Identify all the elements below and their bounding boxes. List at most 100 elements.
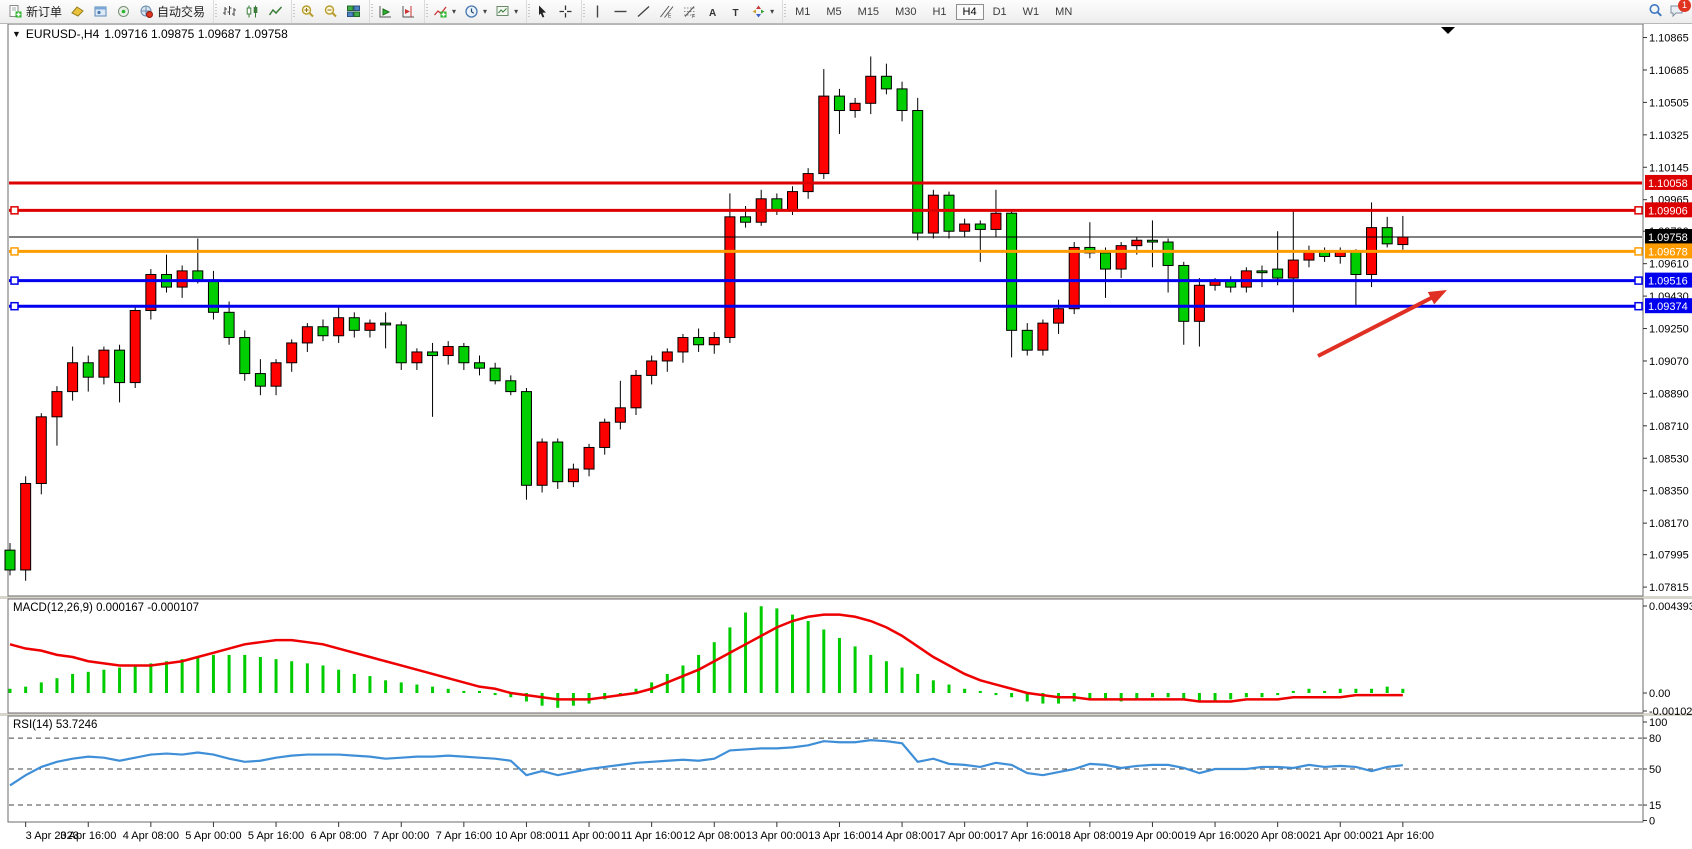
navigator-button[interactable] [112, 2, 135, 21]
periods-icon [464, 4, 479, 19]
timeframe-button-W1[interactable]: W1 [1022, 5, 1040, 18]
crosshair-icon [558, 4, 573, 19]
toolbar: 新订单 自动交易 ▾ ▾ ▾ E F A T ▾ M1 M5 M15 M30 H1 H4 D1 W1 MN 1 [0, 0, 1692, 24]
toolbar-group-2 [291, 0, 369, 23]
svg-text:5 Apr 16:00: 5 Apr 16:00 [248, 830, 304, 842]
timeframe-button-MN[interactable]: MN [1055, 5, 1073, 18]
chart-shift-button[interactable] [397, 2, 420, 21]
toolbar-group-6: E F A T ▾ [581, 0, 782, 23]
trendline-icon [636, 4, 651, 19]
svg-text:1.08170: 1.08170 [1649, 518, 1689, 530]
text-button[interactable]: A [701, 3, 724, 21]
equidistant-channel-icon: E [659, 4, 674, 19]
macd-indicator-label: MACD(12,26,9) 0.000167 -0.000107 [13, 602, 200, 614]
periods-button[interactable]: ▾ [460, 2, 491, 21]
notifications-button[interactable]: 1 [1669, 0, 1691, 21]
text-icon: A [708, 7, 717, 19]
vertical-line-icon [590, 4, 605, 19]
zoom-out-button[interactable] [319, 2, 342, 21]
indicators-button[interactable]: ▾ [429, 2, 460, 21]
timeframe-button-H4[interactable]: H4 [955, 3, 984, 20]
trendline-button[interactable] [632, 2, 655, 21]
svg-text:11 Apr 16:00: 11 Apr 16:00 [621, 830, 683, 842]
chevron-down-icon: ▾ [514, 7, 519, 16]
candles-chart-button[interactable] [241, 2, 264, 21]
chevron-down-icon: ▾ [452, 7, 457, 16]
svg-text:50: 50 [1649, 764, 1661, 776]
svg-text:1.09250: 1.09250 [1649, 324, 1689, 336]
svg-text:18 Apr 08:00: 18 Apr 08:00 [1059, 830, 1121, 842]
templates-button[interactable]: ▾ [491, 2, 522, 21]
autotrading-label: 自动交易 [157, 5, 206, 19]
tile-windows-icon [346, 4, 361, 19]
chart-title: ▼ EURUSD-,H4 1.09716 1.09875 1.09687 1.0… [12, 27, 288, 41]
svg-text:3 Apr 16:00: 3 Apr 16:00 [60, 830, 116, 842]
svg-text:80: 80 [1649, 733, 1661, 745]
chevron-down-icon: ▾ [483, 7, 488, 16]
svg-text:1.09678: 1.09678 [1648, 246, 1688, 258]
auto-scroll-icon [378, 4, 393, 19]
autotrading-icon [139, 4, 154, 19]
horizontal-line-button[interactable] [609, 2, 632, 21]
svg-text:5 Apr 00:00: 5 Apr 00:00 [185, 830, 241, 842]
search-icon[interactable] [1648, 3, 1663, 21]
svg-text:0.00: 0.00 [1649, 688, 1670, 700]
crosshair-button[interactable] [554, 2, 577, 21]
svg-text:20 Apr 08:00: 20 Apr 08:00 [1246, 830, 1308, 842]
bars-chart-button[interactable] [218, 2, 241, 21]
svg-text:1.09374: 1.09374 [1648, 301, 1688, 313]
toolbar-group-0: 新订单 自动交易 [0, 0, 213, 23]
svg-text:1.07815: 1.07815 [1649, 582, 1689, 594]
svg-text:4 Apr 08:00: 4 Apr 08:00 [123, 830, 179, 842]
svg-text:F: F [692, 14, 695, 19]
chart-file-button[interactable] [66, 2, 89, 21]
toolbar-right: 1 [1648, 0, 1692, 21]
line-chart-button[interactable] [264, 2, 287, 21]
profiles-button[interactable] [89, 2, 112, 21]
zoom-in-button[interactable] [296, 2, 319, 21]
svg-text:1.08710: 1.08710 [1649, 421, 1689, 433]
svg-text:21 Apr 00:00: 21 Apr 00:00 [1309, 830, 1371, 842]
toolbar-group-1 [213, 0, 291, 23]
horizontal-line-icon [613, 4, 628, 19]
tile-windows-button[interactable] [342, 2, 365, 21]
fibonacci-button[interactable]: F [678, 2, 701, 21]
equidistant-channel-button[interactable]: E [655, 2, 678, 21]
timeframe-button-H1[interactable]: H1 [932, 5, 947, 18]
timeframe-button-D1[interactable]: D1 [992, 5, 1007, 18]
svg-text:1.09758: 1.09758 [1648, 232, 1688, 244]
vertical-line-button[interactable] [586, 2, 609, 21]
timeframe-button-M15[interactable]: M15 [857, 5, 880, 18]
bars-chart-icon [222, 4, 237, 19]
svg-text:19 Apr 00:00: 19 Apr 00:00 [1121, 830, 1183, 842]
arrows-button[interactable]: ▾ [747, 2, 778, 21]
svg-text:11 Apr 00:00: 11 Apr 00:00 [558, 830, 620, 842]
svg-text:1.10685: 1.10685 [1649, 65, 1689, 77]
svg-text:15: 15 [1649, 800, 1661, 812]
new-order-button[interactable]: 新订单 [4, 1, 66, 22]
svg-text:1.09906: 1.09906 [1648, 205, 1688, 217]
symbol-period-label: EURUSD-,H4 [25, 27, 100, 41]
auto-scroll-button[interactable] [374, 2, 397, 21]
timeframe-button-M5[interactable]: M5 [826, 5, 842, 18]
cursor-icon [535, 4, 550, 19]
cursor-button[interactable] [531, 2, 554, 21]
chart-shift-icon [401, 4, 416, 19]
autotrading-button[interactable]: 自动交易 [135, 1, 209, 22]
svg-text:6 Apr 08:00: 6 Apr 08:00 [311, 830, 367, 842]
candles-chart-icon [245, 4, 260, 19]
collapse-chart-icon[interactable]: ▼ [12, 29, 21, 39]
profiles-icon [93, 4, 108, 19]
svg-text:17 Apr 00:00: 17 Apr 00:00 [933, 830, 995, 842]
timeframe-button-M30[interactable]: M30 [895, 5, 917, 18]
svg-text:1.10325: 1.10325 [1649, 130, 1689, 142]
toolbar-group-3 [369, 0, 424, 23]
timeframe-button-M1[interactable]: M1 [795, 5, 811, 18]
svg-text:19 Apr 16:00: 19 Apr 16:00 [1184, 830, 1246, 842]
svg-text:1.09070: 1.09070 [1649, 356, 1689, 368]
svg-text:1.10865: 1.10865 [1649, 33, 1689, 45]
zoom-in-icon [300, 4, 315, 19]
text-label-button[interactable]: T [724, 3, 747, 21]
